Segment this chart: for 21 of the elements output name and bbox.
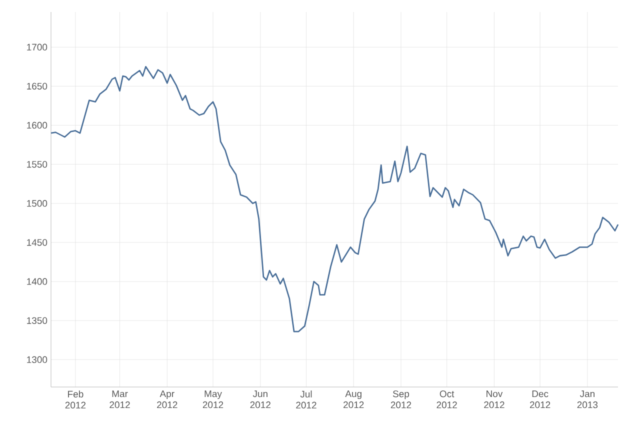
x-tick-label: Sep 2012 (390, 390, 412, 408)
x-tick-label: Jan 2013 (577, 390, 598, 408)
x-tick-label: Nov 2012 (484, 390, 504, 408)
x-tick-label: Apr 2012 (157, 390, 178, 408)
x-tick-label: Feb 2012 (65, 390, 86, 408)
x-tick-label: Aug 2012 (344, 390, 364, 408)
y-tick-label: 1350 (27, 317, 48, 324)
x-tick-label: Jul 2012 (296, 390, 316, 408)
y-tick-label: 1550 (27, 160, 48, 168)
x-tick-label: Mar 2012 (110, 390, 130, 408)
x-tick-label: Jun 2012 (250, 390, 270, 408)
y-tick-label: 1400 (27, 278, 48, 285)
y-tick-label: 1500 (27, 200, 48, 207)
y-tick-label: 1600 (27, 122, 48, 129)
y-tick-label: 1650 (27, 82, 48, 90)
y-tick-label: 1450 (27, 239, 48, 246)
y-tick-label: 1300 (27, 356, 48, 364)
x-tick-label: May 2012 (202, 390, 224, 408)
y-tick-label: 1700 (27, 44, 48, 51)
x-tick-label: Dec 2012 (530, 390, 550, 408)
x-tick-label: Oct 2012 (436, 390, 457, 408)
